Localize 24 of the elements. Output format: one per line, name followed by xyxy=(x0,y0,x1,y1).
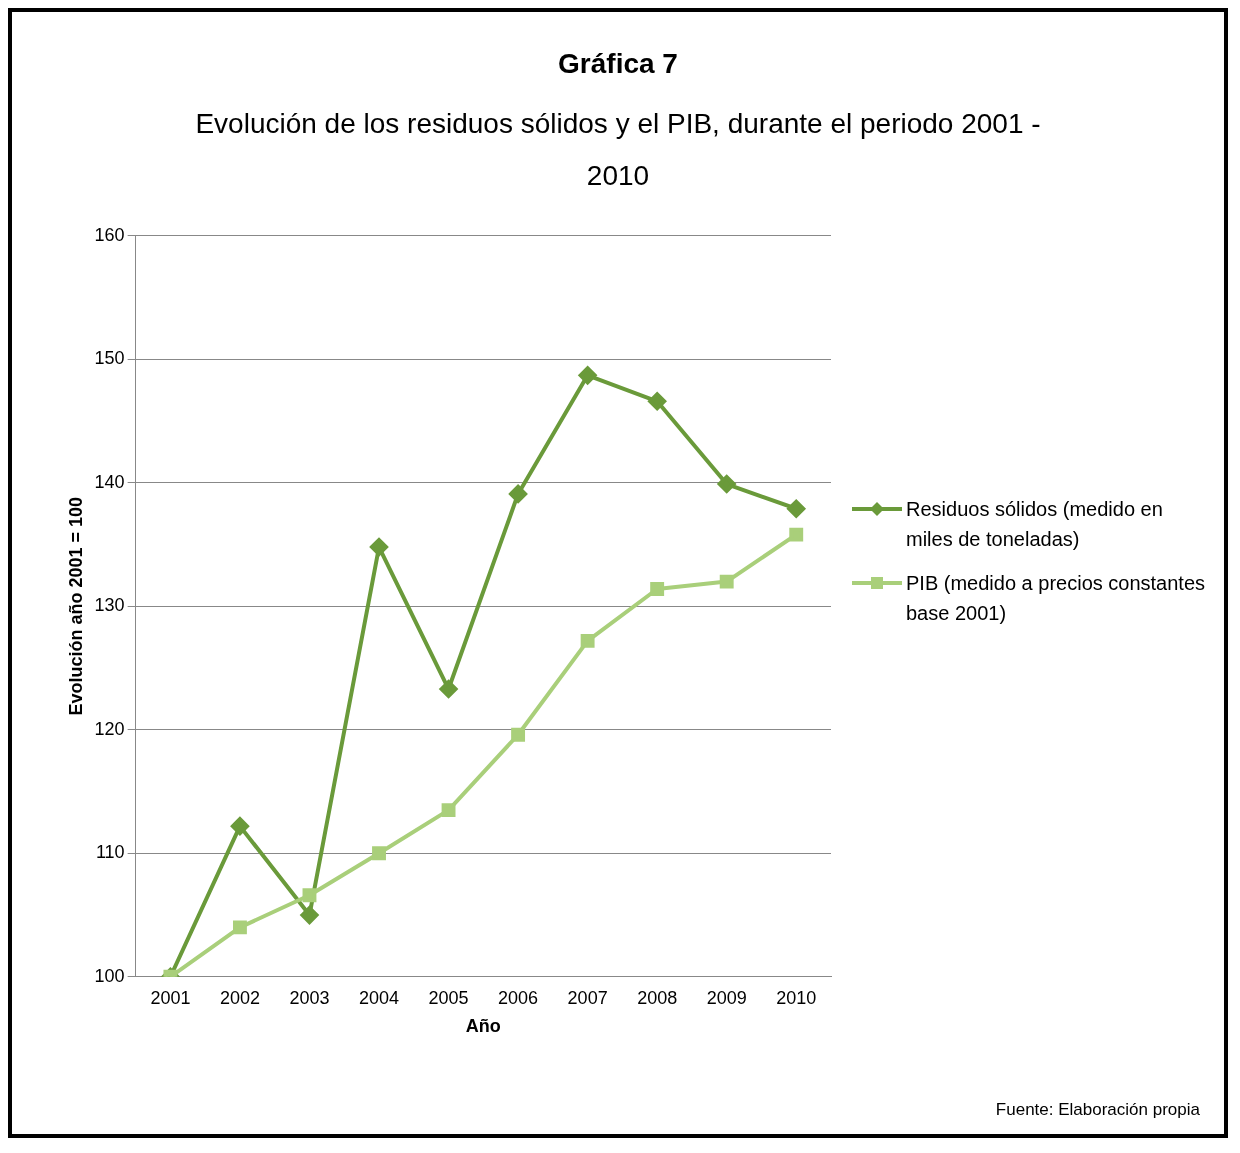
y-tick-label: 120 xyxy=(94,718,125,739)
x-tick-label: 2002 xyxy=(219,987,260,1008)
y-tick-label: 150 xyxy=(94,348,125,369)
x-tick-label: 2010 xyxy=(776,987,817,1008)
chart-subtitle: Evolución de los residuos sólidos y el PIB, durante el periodo 2001 - 2010 xyxy=(194,107,1042,193)
legend-label: PIB (medido a precios constantes base 2001) xyxy=(906,571,1207,626)
x-tick-label: 2009 xyxy=(706,987,747,1008)
y-tick-label: 140 xyxy=(94,471,125,492)
y-axis-title: Evolución año 2001 = 100 xyxy=(65,497,86,716)
x-tick-label: 2008 xyxy=(637,987,678,1008)
x-tick-label: 2001 xyxy=(150,987,191,1008)
x-tick-label: 2006 xyxy=(498,987,539,1008)
y-tick-label: 100 xyxy=(94,965,125,986)
y-tick-label: 130 xyxy=(94,595,125,616)
source-note: Fuente: Elaboración propia xyxy=(995,1100,1200,1120)
chart-title: Gráfica 7 xyxy=(557,48,679,80)
y-tick-label: 160 xyxy=(94,224,125,245)
y-tick-label: 110 xyxy=(95,842,125,863)
x-tick-label: 2004 xyxy=(358,987,400,1008)
legend-label: Residuos sólidos (medido en miles de toneladas) xyxy=(906,497,1164,552)
x-tick-label: 2003 xyxy=(289,987,330,1008)
x-axis-title: Año xyxy=(465,1016,501,1037)
x-tick-label: 2005 xyxy=(428,987,469,1008)
x-tick-label: 2007 xyxy=(567,987,608,1008)
